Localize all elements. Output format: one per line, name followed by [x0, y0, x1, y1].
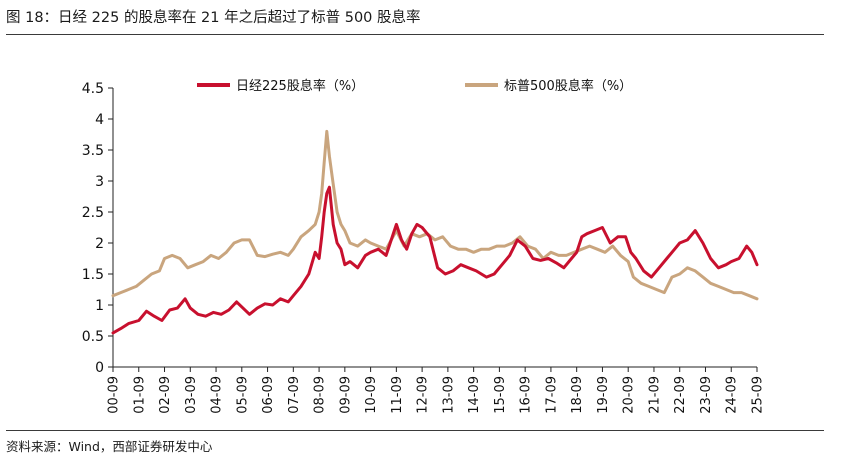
- x-tick-label: 03-09: [184, 376, 199, 414]
- x-tick-label: 14-09: [467, 376, 482, 414]
- x-tick-label: 19-09: [596, 376, 611, 414]
- y-axis: 0 0.5 1 1.5 2 2.5 3 3.5 4 4.5: [82, 81, 114, 376]
- x-tick-label: 17-09: [544, 376, 559, 414]
- x-tick-label: 08-09: [313, 376, 328, 414]
- y-tick-label: 0.5: [82, 329, 104, 345]
- x-tick-label: 13-09: [441, 376, 456, 414]
- x-tick-label: 01-09: [132, 376, 147, 414]
- x-tick-label: 11-09: [390, 376, 405, 414]
- x-tick-label: 06-09: [261, 376, 276, 414]
- x-tick-label: 04-09: [210, 376, 225, 414]
- x-tick-label: 21-09: [647, 376, 662, 414]
- legend-label-sp500: 标普500股息率（%）: [504, 78, 632, 94]
- series-line-nikkei: [111, 185, 759, 335]
- y-tick-label: 3: [95, 174, 104, 190]
- x-tick-label: 18-09: [570, 376, 585, 414]
- y-tick-label: 3.5: [82, 143, 104, 159]
- x-tick-label: 00-09: [107, 376, 122, 414]
- source-note: 资料来源：Wind，西部证券研发中心: [6, 439, 213, 454]
- x-tick-label: 10-09: [364, 376, 379, 414]
- x-tick-label: 07-09: [287, 376, 302, 414]
- x-axis: 00-09 01-09 02-09 03-09 04-09 05-09 06-09 07-09…: [107, 366, 766, 414]
- x-tick-label: 15-09: [493, 376, 508, 414]
- y-tick-label: 4.5: [82, 81, 104, 97]
- series-line-sp500: [111, 129, 759, 301]
- x-tick-label: 20-09: [622, 376, 637, 414]
- bottom-rule: [6, 430, 824, 431]
- legend: 日经225股息率（%） 标普500股息率（%）: [197, 78, 632, 94]
- x-tick-label: 24-09: [725, 376, 740, 414]
- y-tick-label: 2: [95, 236, 104, 252]
- x-tick-label: 23-09: [699, 376, 714, 414]
- x-tick-label: 16-09: [519, 376, 534, 414]
- top-rule: [6, 34, 824, 35]
- y-tick-label: 0: [95, 360, 104, 376]
- legend-label-nikkei: 日经225股息率（%）: [236, 78, 364, 94]
- y-tick-label: 1.5: [82, 267, 104, 283]
- x-tick-label: 05-09: [235, 376, 250, 414]
- x-tick-label: 09-09: [338, 376, 353, 414]
- figure-title: 图 18：日经 225 的股息率在 21 年之后超过了标普 500 股息率: [6, 10, 421, 26]
- y-tick-label: 4: [95, 112, 104, 128]
- x-tick-label: 22-09: [673, 376, 688, 414]
- x-tick-label: 12-09: [416, 376, 431, 414]
- x-tick-label: 25-09: [751, 376, 766, 414]
- y-tick-label: 2.5: [82, 205, 104, 221]
- x-tick-label: 02-09: [158, 376, 173, 414]
- y-tick-label: 1: [95, 298, 104, 314]
- series-layer: [111, 129, 759, 335]
